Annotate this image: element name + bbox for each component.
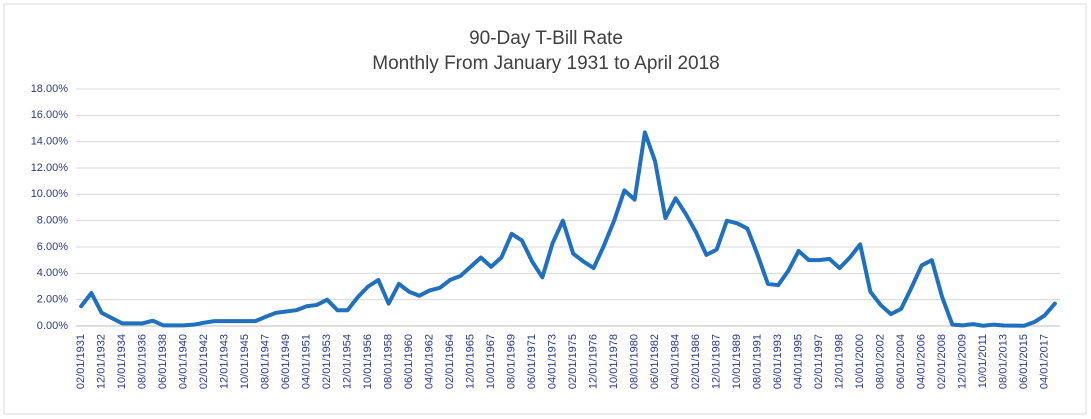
x-tick-label: 12/01/1987 bbox=[711, 334, 723, 389]
y-tick-label: 16.00% bbox=[31, 109, 69, 121]
x-tick-label: 04/01/2006 bbox=[916, 334, 928, 389]
x-tick-label: 06/01/1971 bbox=[526, 334, 538, 389]
x-tick-label: 02/01/1931 bbox=[75, 334, 87, 389]
y-tick-label: 0.00% bbox=[37, 320, 68, 332]
x-tick-label: 04/01/1995 bbox=[793, 334, 805, 389]
y-tick-label: 2.00% bbox=[37, 294, 68, 306]
x-tick-label: 08/01/1947 bbox=[260, 334, 272, 389]
x-tick-label: 12/01/2009 bbox=[957, 334, 969, 389]
y-tick-label: 8.00% bbox=[37, 215, 68, 227]
x-tick-label: 02/01/1975 bbox=[567, 334, 579, 389]
x-tick-label: 06/01/2015 bbox=[1018, 334, 1030, 389]
x-tick-label: 02/01/1953 bbox=[321, 334, 333, 389]
x-tick-label: 04/01/1973 bbox=[547, 334, 559, 389]
y-tick-label: 12.00% bbox=[31, 162, 69, 174]
x-tick-label: 08/01/2013 bbox=[998, 334, 1010, 389]
y-tick-label: 10.00% bbox=[31, 188, 69, 200]
x-tick-label: 04/01/1962 bbox=[424, 334, 436, 389]
x-tick-label: 04/01/1984 bbox=[670, 334, 682, 389]
chart-border bbox=[3, 3, 1087, 415]
y-tick-label: 4.00% bbox=[37, 267, 68, 279]
x-tick-label: 06/01/1949 bbox=[280, 334, 292, 389]
x-tick-label: 02/01/1986 bbox=[690, 334, 702, 389]
x-tick-label: 08/01/2002 bbox=[875, 334, 887, 389]
x-tick-label: 12/01/1965 bbox=[465, 334, 477, 389]
x-tick-label: 10/01/1978 bbox=[608, 334, 620, 389]
x-tick-label: 02/01/1997 bbox=[813, 334, 825, 389]
x-tick-label: 12/01/1976 bbox=[588, 334, 600, 389]
x-tick-label: 08/01/1958 bbox=[383, 334, 395, 389]
x-tick-label: 10/01/1945 bbox=[239, 334, 251, 389]
x-tick-label: 10/01/2000 bbox=[854, 334, 866, 389]
x-tick-label: 08/01/1969 bbox=[506, 334, 518, 389]
x-tick-label: 08/01/1980 bbox=[629, 334, 641, 389]
x-tick-label: 02/01/1964 bbox=[444, 334, 456, 389]
x-tick-label: 12/01/1954 bbox=[342, 334, 354, 389]
x-tick-label: 06/01/1982 bbox=[649, 334, 661, 389]
x-tick-label: 12/01/1932 bbox=[96, 334, 108, 389]
x-tick-label: 02/01/2008 bbox=[936, 334, 948, 389]
y-tick-label: 14.00% bbox=[31, 136, 69, 148]
x-tick-label: 10/01/1934 bbox=[116, 334, 128, 389]
x-tick-label: 08/01/1936 bbox=[137, 334, 149, 389]
x-tick-label: 10/01/2011 bbox=[977, 334, 989, 388]
x-tick-label: 04/01/1951 bbox=[301, 334, 313, 389]
x-tick-label: 06/01/1960 bbox=[403, 334, 415, 389]
y-tick-label: 6.00% bbox=[37, 241, 68, 253]
y-tick-label: 18.00% bbox=[31, 83, 69, 95]
x-tick-label: 08/01/1991 bbox=[752, 334, 764, 389]
x-tick-label: 12/01/1998 bbox=[834, 334, 846, 389]
x-tick-label: 06/01/1938 bbox=[157, 334, 169, 389]
x-tick-label: 06/01/1993 bbox=[772, 334, 784, 389]
line-series bbox=[79, 130, 1057, 328]
x-tick-label: 02/01/1942 bbox=[198, 334, 210, 389]
x-tick-label: 06/01/2004 bbox=[895, 334, 907, 389]
chart-title: 90-Day T-Bill Rate bbox=[469, 28, 623, 49]
x-tick-label: 04/01/2017 bbox=[1039, 334, 1051, 389]
x-tick-label: 10/01/1956 bbox=[362, 334, 374, 389]
x-tick-label: 10/01/1989 bbox=[731, 334, 743, 389]
x-tick-label: 10/01/1967 bbox=[485, 334, 497, 389]
x-tick-label: 12/01/1943 bbox=[219, 334, 231, 389]
x-tick-label: 04/01/1940 bbox=[178, 334, 190, 389]
chart-subtitle: Monthly From January 1931 to April 2018 bbox=[372, 53, 719, 74]
